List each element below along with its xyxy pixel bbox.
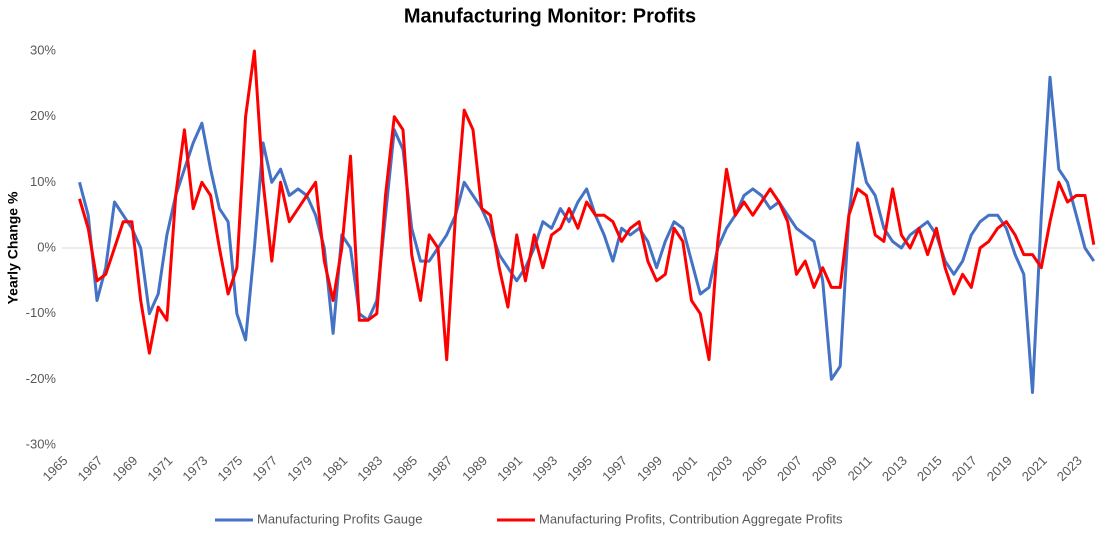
x-tick-label: 1991 xyxy=(494,453,525,484)
x-tick-label: 2015 xyxy=(914,453,945,484)
x-tick-label: 2021 xyxy=(1019,453,1050,484)
series-line xyxy=(78,49,1096,362)
y-axis-label: Yearly Change % xyxy=(5,191,21,304)
x-tick-label: 1981 xyxy=(319,453,350,484)
x-tick-label: 1999 xyxy=(634,453,665,484)
series-line xyxy=(78,75,1096,394)
y-tick-label: -30% xyxy=(26,436,57,451)
x-tick-label: 1969 xyxy=(109,453,140,484)
y-tick-label: 10% xyxy=(30,174,56,189)
x-tick-label: 2011 xyxy=(845,453,875,483)
y-tick-label: 20% xyxy=(30,108,56,123)
y-tick-label: -20% xyxy=(26,371,57,386)
x-tick-label: 1987 xyxy=(424,453,455,484)
x-tick-label: 1967 xyxy=(74,453,105,484)
x-tick-label: 1975 xyxy=(214,453,245,484)
x-tick-label: 2001 xyxy=(669,453,700,484)
x-tick-label: 2007 xyxy=(774,453,805,484)
x-tick-label: 1977 xyxy=(249,453,280,484)
x-tick-label: 2017 xyxy=(949,453,980,484)
x-tick-label: 2009 xyxy=(809,453,840,484)
y-tick-label: 0% xyxy=(37,239,56,254)
x-tick-label: 1993 xyxy=(529,453,560,484)
y-tick-label: 30% xyxy=(30,42,56,57)
legend-label: Manufacturing Profits, Contribution Aggr… xyxy=(539,511,843,526)
x-tick-label: 2013 xyxy=(879,453,910,484)
x-tick-label: 1971 xyxy=(144,453,175,484)
x-tick-label: 1995 xyxy=(564,453,595,484)
x-tick-label: 1979 xyxy=(284,453,315,484)
x-tick-label: 1965 xyxy=(39,453,70,484)
legend-label: Manufacturing Profits Gauge xyxy=(257,511,422,526)
x-tick-label: 1973 xyxy=(179,453,210,484)
x-tick-label: 1985 xyxy=(389,453,420,484)
x-tick-label: 1983 xyxy=(354,453,385,484)
y-tick-label: -10% xyxy=(26,305,57,320)
x-tick-label: 1989 xyxy=(459,453,490,484)
x-tick-label: 2005 xyxy=(739,453,770,484)
chart-title: Manufacturing Monitor: Profits xyxy=(404,5,696,27)
x-tick-label: 2003 xyxy=(704,453,735,484)
x-tick-label: 2019 xyxy=(984,453,1015,484)
x-tick-label: 1997 xyxy=(599,453,630,484)
x-tick-label: 2023 xyxy=(1054,453,1085,484)
